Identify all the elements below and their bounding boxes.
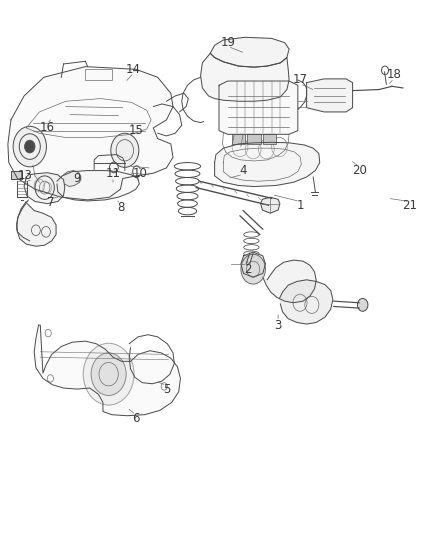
Text: 16: 16 <box>40 122 55 134</box>
Circle shape <box>111 133 139 167</box>
Circle shape <box>91 353 126 395</box>
Text: 8: 8 <box>117 201 124 214</box>
Polygon shape <box>241 252 265 277</box>
Polygon shape <box>17 201 56 246</box>
Polygon shape <box>34 325 180 416</box>
Polygon shape <box>215 142 320 187</box>
Polygon shape <box>307 79 353 112</box>
Bar <box>232 134 245 144</box>
Text: 6: 6 <box>132 412 140 425</box>
Bar <box>247 134 261 144</box>
Polygon shape <box>24 173 65 204</box>
Text: 19: 19 <box>220 36 235 49</box>
Text: 5: 5 <box>163 383 170 395</box>
Text: 2: 2 <box>244 263 251 276</box>
Text: 21: 21 <box>402 199 417 212</box>
Text: 15: 15 <box>128 124 143 137</box>
Bar <box>263 134 276 144</box>
Polygon shape <box>210 37 289 67</box>
Text: 11: 11 <box>106 167 120 180</box>
Circle shape <box>83 343 134 405</box>
Text: 14: 14 <box>126 63 141 76</box>
Polygon shape <box>8 67 173 200</box>
Polygon shape <box>201 53 289 101</box>
Polygon shape <box>219 81 298 134</box>
Text: 18: 18 <box>387 68 402 81</box>
Text: 4: 4 <box>239 164 247 177</box>
Circle shape <box>357 298 368 311</box>
Circle shape <box>25 140 35 153</box>
Circle shape <box>13 126 46 167</box>
Circle shape <box>241 254 265 284</box>
Text: 10: 10 <box>133 167 148 180</box>
Polygon shape <box>57 171 139 201</box>
Text: 3: 3 <box>275 319 282 332</box>
Text: 1: 1 <box>296 199 304 212</box>
Bar <box>11 171 22 179</box>
Text: 13: 13 <box>18 169 33 182</box>
Text: 7: 7 <box>46 196 54 209</box>
Text: 17: 17 <box>293 74 307 86</box>
Text: 20: 20 <box>352 164 367 177</box>
Polygon shape <box>279 280 333 324</box>
Bar <box>85 69 112 80</box>
Text: 9: 9 <box>73 172 81 185</box>
Polygon shape <box>64 171 81 187</box>
Polygon shape <box>263 260 316 303</box>
Polygon shape <box>261 197 280 213</box>
